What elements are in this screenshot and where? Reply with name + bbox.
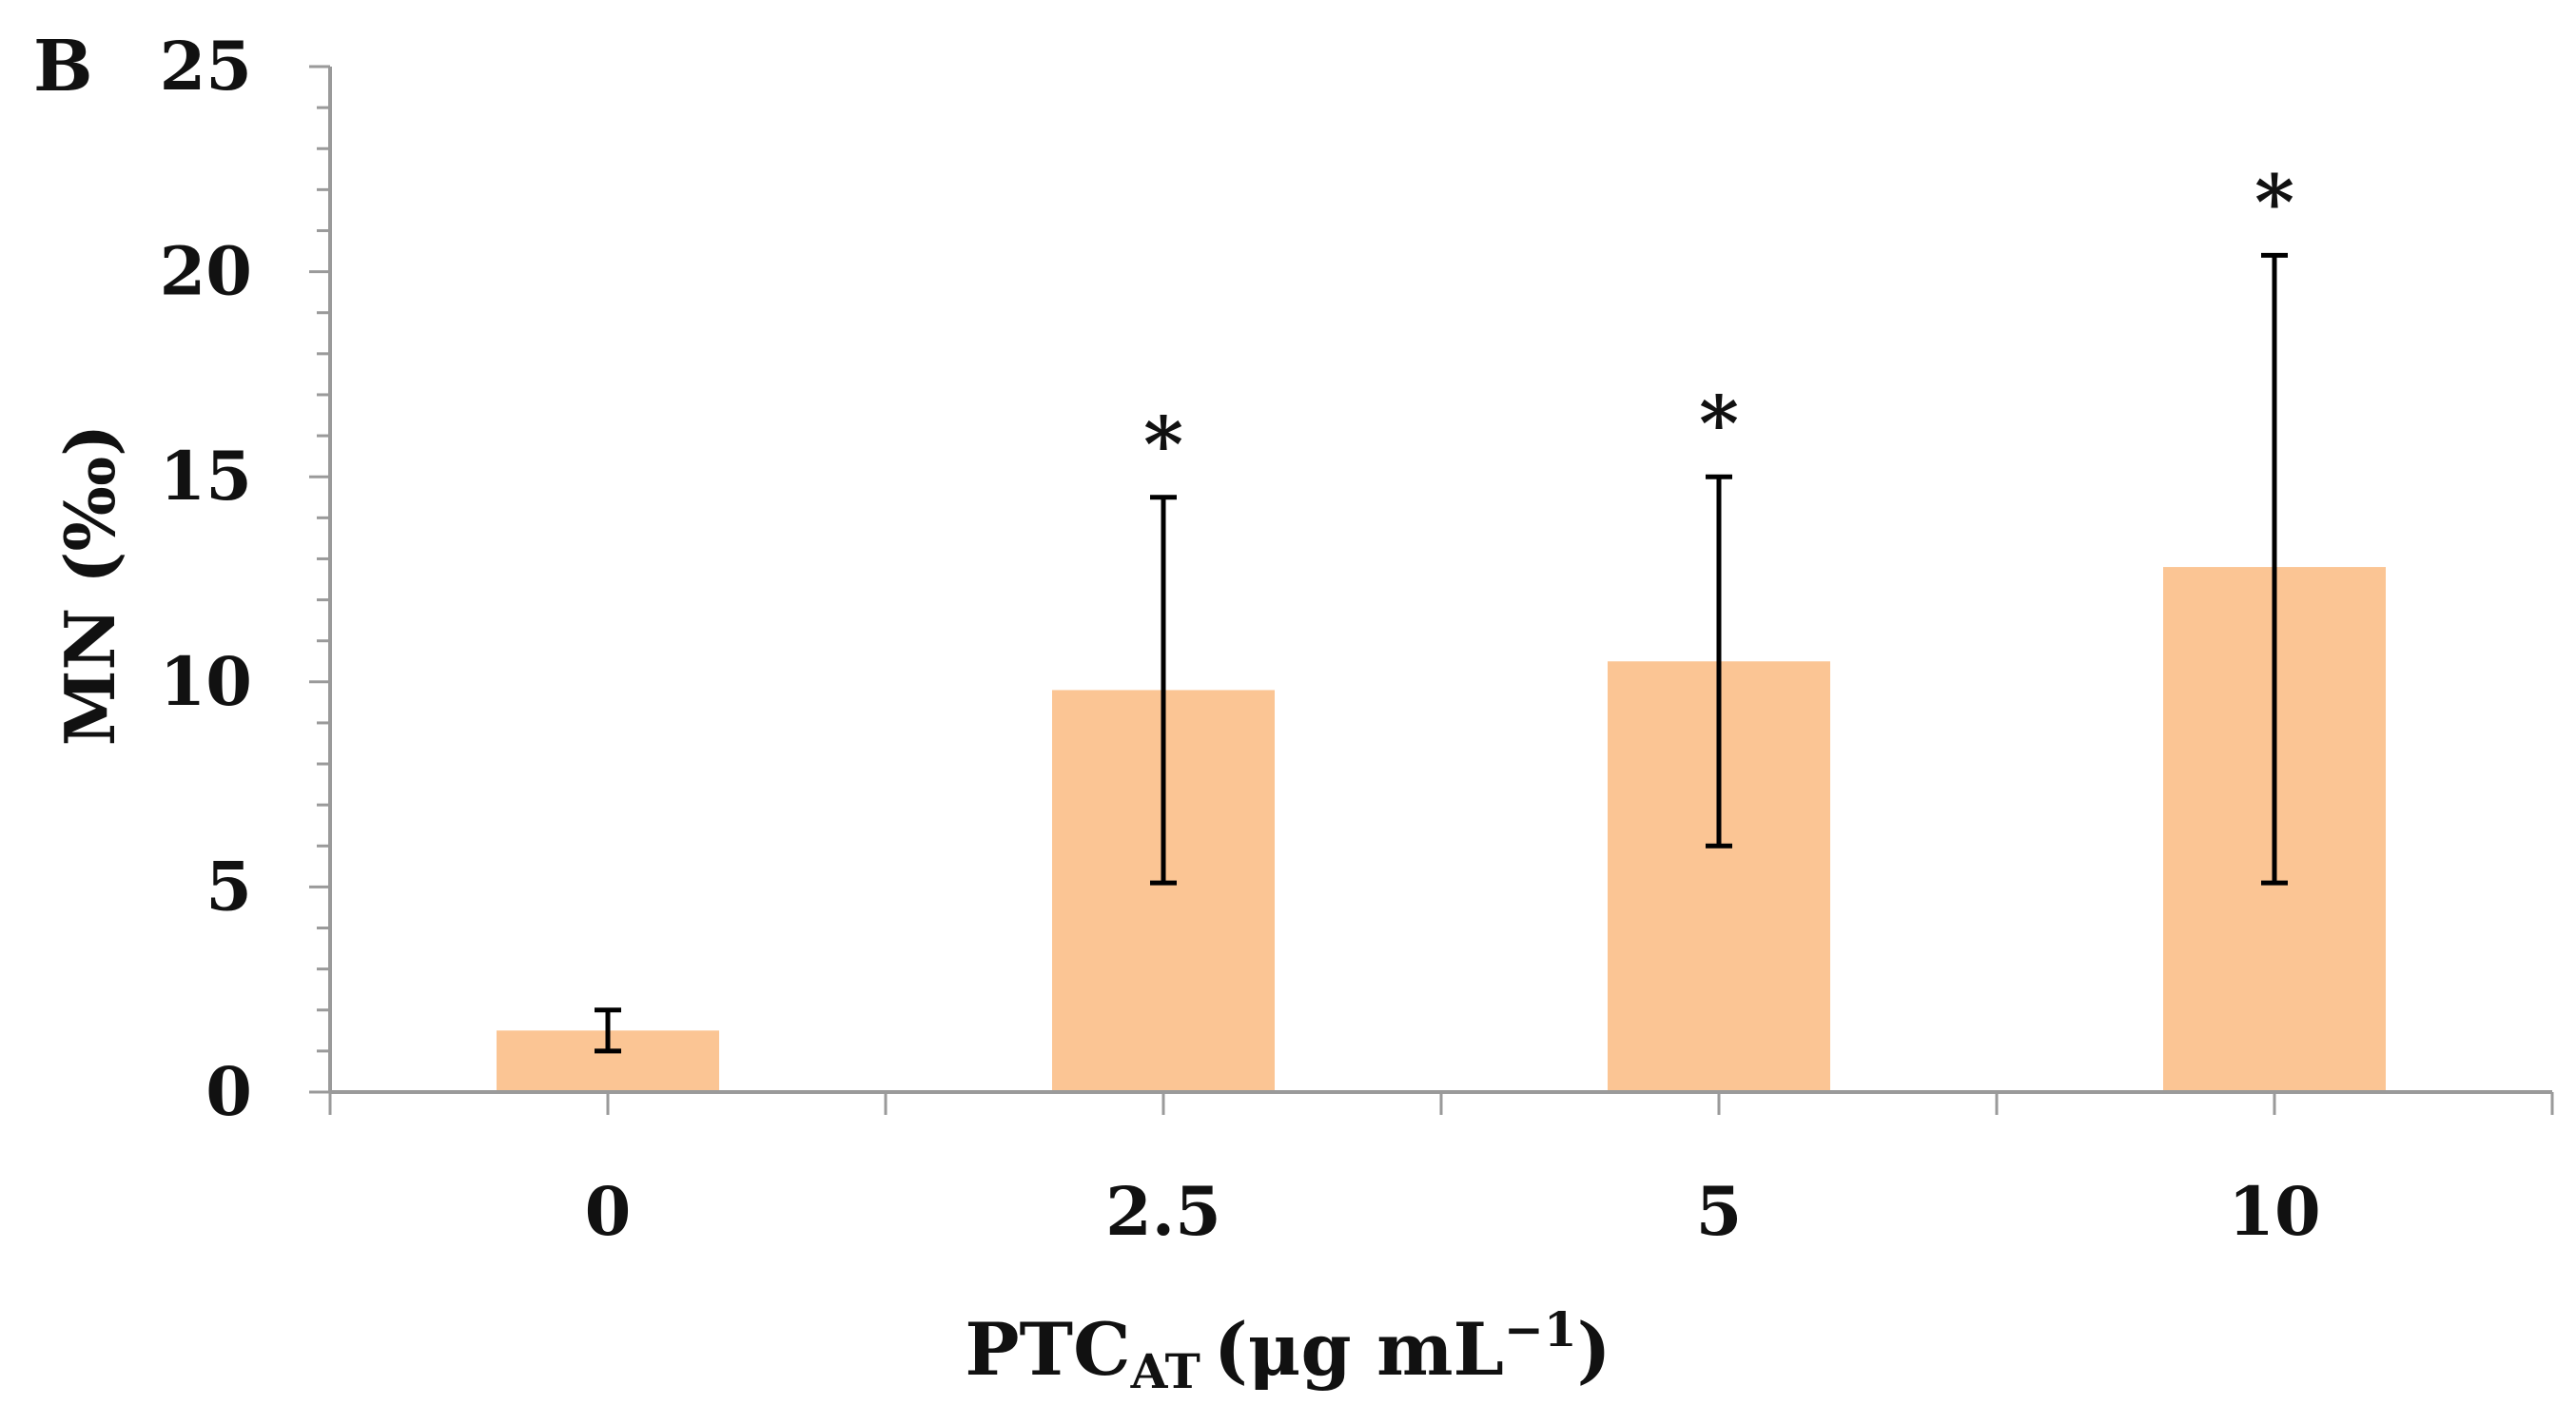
bars [497,567,2386,1090]
x-axis: 0 2.5 5 10 [328,1090,2554,1251]
x-axis-title: PTCAT (μg mL−1) [965,1301,1610,1399]
panel-label: B [33,26,93,107]
x-axis-title-main: PTC [965,1307,1130,1392]
x-axis-title-subscript: AT [1130,1343,1200,1399]
y-axis: 0 5 10 15 20 25 [160,27,332,1131]
x-tick-label: 0 [585,1172,632,1251]
y-tick-label: 0 [205,1052,252,1131]
y-tick-label: 5 [205,847,252,926]
x-tick-label: 2.5 [1105,1172,1221,1251]
significance-star: * [2254,157,2294,246]
y-axis-title: MN (‰) [49,424,130,746]
x-axis-title-close: ) [1577,1307,1611,1392]
x-tick-label: 5 [1696,1172,1743,1251]
error-bars [595,252,2288,1054]
y-tick-label: 15 [160,437,252,516]
x-axis-title-units: (μg mL [1214,1307,1504,1392]
y-tick-label: 10 [160,642,252,721]
significance-star: * [1699,379,1739,468]
significance-star: * [1143,400,1183,489]
x-axis-title-superscript: −1 [1504,1301,1577,1357]
y-tick-label: 20 [160,232,252,311]
y-tick-label: 25 [160,27,252,106]
significance-markers: * * * [1143,157,2294,488]
x-tick-label: 10 [2228,1172,2320,1251]
